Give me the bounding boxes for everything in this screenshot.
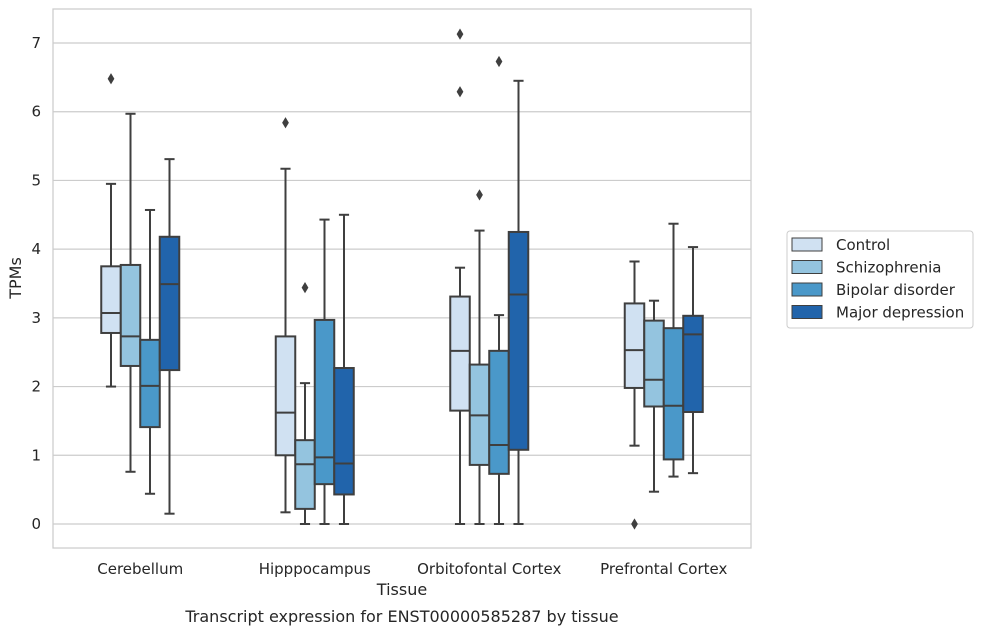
legend-label: Schizophrenia bbox=[836, 259, 941, 277]
y-tick-label: 0 bbox=[31, 515, 41, 533]
x-tick-labels: Cerebellum Hipppocampus Orbitofontal Corte… bbox=[97, 560, 727, 578]
box-control bbox=[449, 28, 471, 525]
box-major-depression bbox=[507, 79, 530, 525]
x-tick-label: Prefrontal Cortex bbox=[600, 560, 727, 578]
iqr-box bbox=[449, 295, 471, 412]
outlier-point bbox=[301, 281, 309, 294]
chart-caption: Transcript expression for ENST0000058528… bbox=[184, 607, 618, 626]
boxes-layer bbox=[100, 28, 704, 530]
legend-label: Bipolar disorder bbox=[836, 281, 956, 299]
iqr-box bbox=[274, 335, 297, 457]
x-tick-label: Cerebellum bbox=[97, 560, 183, 578]
y-tick-labels: 0 1 2 3 4 5 6 7 bbox=[31, 34, 41, 533]
box-bipolar-disorder bbox=[139, 208, 161, 495]
iqr-box bbox=[119, 263, 142, 367]
box-control bbox=[100, 73, 122, 388]
y-axis-title: TPMs bbox=[6, 257, 25, 300]
y-tick-label: 4 bbox=[31, 240, 41, 258]
iqr-box bbox=[623, 302, 646, 389]
outlier-point bbox=[456, 86, 464, 98]
box-major-depression bbox=[333, 213, 355, 525]
iqr-box bbox=[313, 318, 336, 486]
legend-swatch bbox=[791, 305, 823, 319]
outlier-point bbox=[282, 117, 289, 129]
iqr-box bbox=[662, 327, 685, 461]
plot-frame bbox=[52, 8, 752, 549]
legend-label: Major depression bbox=[836, 304, 964, 322]
plot-background bbox=[53, 9, 751, 548]
y-tick-label: 2 bbox=[31, 378, 41, 396]
legend-swatch bbox=[791, 237, 823, 252]
box-schizophrenia bbox=[294, 281, 316, 525]
y-tick-label: 5 bbox=[31, 171, 41, 189]
legend-label: Control bbox=[836, 236, 890, 254]
iqr-box bbox=[100, 265, 122, 334]
y-tick-label: 6 bbox=[31, 103, 41, 121]
x-tick-label: Orbitofontal Cortex bbox=[417, 560, 561, 578]
iqr-box bbox=[333, 367, 355, 496]
iqr-box bbox=[158, 235, 181, 372]
legend: Control Schizophrenia Bipolar disorder Majo… bbox=[786, 230, 974, 329]
legend-swatch bbox=[791, 282, 823, 297]
iqr-box bbox=[682, 314, 704, 413]
outlier-point bbox=[456, 28, 464, 40]
y-tick-label: 1 bbox=[31, 446, 41, 464]
box-control bbox=[274, 117, 297, 514]
x-tick-label: Hipppocampus bbox=[259, 560, 371, 578]
legend-frame bbox=[786, 230, 974, 329]
box-major-depression bbox=[158, 158, 181, 515]
y-tick-label: 7 bbox=[31, 34, 41, 52]
outlier-point bbox=[631, 518, 638, 530]
iqr-box bbox=[643, 319, 665, 408]
outlier-point bbox=[476, 189, 483, 201]
outlier-point bbox=[495, 55, 503, 68]
y-tick-label: 3 bbox=[31, 309, 41, 327]
box-major-depression bbox=[682, 246, 704, 475]
iqr-box bbox=[139, 338, 161, 429]
box-bipolar-disorder bbox=[662, 222, 685, 478]
box-schizophrenia bbox=[119, 112, 142, 473]
outlier-point bbox=[107, 73, 115, 85]
iqr-box bbox=[488, 349, 510, 475]
legend-swatch bbox=[791, 260, 823, 274]
box-bipolar-disorder bbox=[488, 55, 510, 525]
x-axis-title: Tissue bbox=[376, 580, 427, 599]
iqr-box bbox=[294, 439, 316, 510]
iqr-box bbox=[507, 230, 530, 451]
